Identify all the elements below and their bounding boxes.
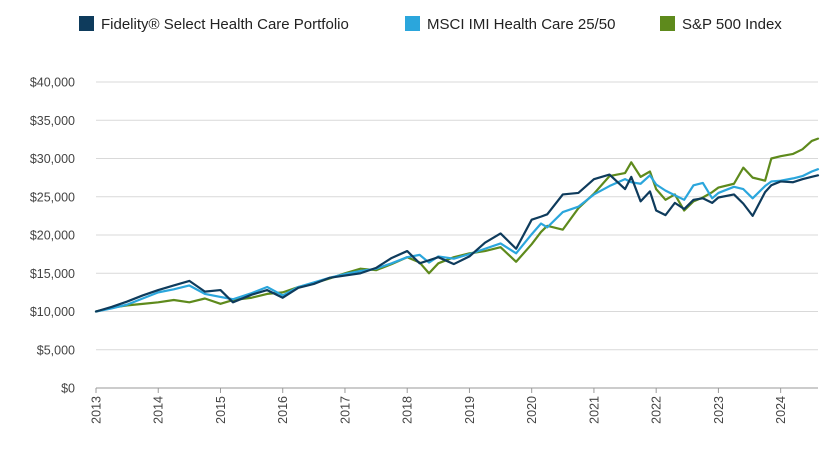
series-line-fidelity <box>94 173 820 313</box>
x-tick-label: 2014 <box>152 396 166 424</box>
x-tick-label: 2023 <box>712 396 726 424</box>
y-tick-label: $0 <box>61 382 75 396</box>
legend-label-sp500: S&P 500 Index <box>682 16 782 33</box>
series-line-msci <box>94 168 820 313</box>
y-tick-label: $5,000 <box>37 343 75 357</box>
x-tick-label: 2019 <box>463 396 477 424</box>
legend: Fidelity® Select Health Care Portfolio M… <box>79 16 782 33</box>
series-lines <box>94 137 820 313</box>
legend-swatch-fidelity <box>79 16 94 31</box>
legend-label-msci: MSCI IMI Health Care 25/50 <box>427 16 615 33</box>
x-tick-label: 2018 <box>401 396 415 424</box>
x-tick-label: 2020 <box>525 396 539 424</box>
x-tick-label: 2015 <box>214 396 228 424</box>
x-tick-label: 2016 <box>276 396 290 424</box>
y-tick-label: $10,000 <box>30 305 75 319</box>
gridlines <box>96 81 818 389</box>
y-axis: $0 $5,000 $10,000 $15,000 $20,000 $25,000 $30,… <box>30 76 75 396</box>
y-tick-label: $25,000 <box>30 190 75 204</box>
legend-swatch-msci <box>405 16 420 31</box>
y-tick-label: $20,000 <box>30 229 75 243</box>
series-line-sp500 <box>94 137 820 313</box>
y-tick-label: $15,000 <box>30 267 75 281</box>
x-tick-label: 2022 <box>650 396 664 424</box>
legend-label-fidelity: Fidelity® Select Health Care Portfolio <box>101 16 349 33</box>
legend-swatch-sp500 <box>660 16 675 31</box>
x-tick-label: 2024 <box>774 396 788 424</box>
x-tick-label: 2017 <box>338 396 352 424</box>
y-tick-label: $30,000 <box>30 152 75 166</box>
x-axis: 2013 2014 2015 2016 2017 2018 2019 2020 2021 2022… <box>90 388 788 424</box>
y-tick-label: $35,000 <box>30 114 75 128</box>
y-tick-label: $40,000 <box>30 76 75 90</box>
x-tick-label: 2013 <box>90 396 104 424</box>
x-tick-label: 2021 <box>587 396 601 424</box>
